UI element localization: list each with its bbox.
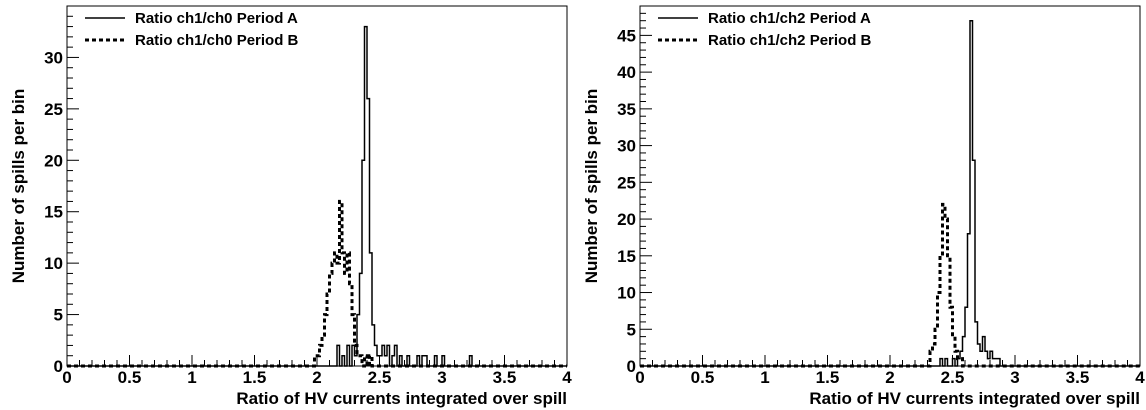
y-tick-label: 35: [617, 100, 636, 119]
y-tick-label: 20: [617, 210, 636, 229]
x-tick-label: 2: [885, 368, 894, 387]
x-tick-label: 3.5: [493, 368, 517, 387]
y-tick-label: 15: [617, 247, 636, 266]
plot-frame: [66, 5, 568, 367]
histogram-series-period-b: [640, 202, 1140, 368]
y-axis-title: Number of spills per bin: [582, 89, 601, 284]
legend-entry: Ratio ch1/ch2 Period A: [708, 10, 871, 27]
x-tick-label: 0.5: [118, 368, 142, 387]
y-tick-label: 45: [617, 26, 636, 45]
histogram-series-period-a: [640, 19, 1140, 367]
histogram-series-period-a: [67, 25, 567, 367]
x-tick-label: 2.5: [368, 368, 392, 387]
legend-entry: Ratio ch1/ch2 Period B: [708, 32, 872, 49]
legend-entry: Ratio ch1/ch0 Period B: [135, 32, 299, 49]
x-tick-label: 4: [1135, 368, 1145, 387]
legend-entry: Ratio ch1/ch0 Period A: [135, 10, 298, 27]
y-tick-label: 5: [54, 306, 63, 325]
x-tick-label: 3: [1010, 368, 1019, 387]
y-tick-label: 15: [44, 203, 63, 222]
y-tick-label: 25: [44, 100, 63, 119]
y-tick-label: 10: [617, 284, 636, 303]
x-tick-label: 1.5: [243, 368, 267, 387]
y-tick-label: 10: [44, 254, 63, 273]
y-tick-label: 0: [627, 357, 636, 376]
x-axis-title: Ratio of HV currents integrated over spi…: [236, 389, 567, 408]
x-tick-label: 1: [760, 368, 769, 387]
histogram-series-period-b: [67, 199, 567, 368]
y-tick-label: 40: [617, 63, 636, 82]
chart-panel-left: 0 0.5 1 1.5 2 2.5 3 3.5 4 0 5 10 15 20 25 30 Ratio of HV…: [9, 5, 572, 408]
x-tick-label: 0: [635, 368, 644, 387]
x-tick-label: 2: [312, 368, 321, 387]
plot-frame: [639, 5, 1141, 367]
y-tick-label: 5: [627, 320, 636, 339]
x-axis-title: Ratio of HV currents integrated over spi…: [809, 389, 1140, 408]
y-tick-label: 30: [44, 48, 63, 67]
y-tick-label: 20: [44, 151, 63, 170]
x-tick-label: 1: [187, 368, 196, 387]
x-tick-label: 2.5: [941, 368, 965, 387]
y-tick-label: 25: [617, 173, 636, 192]
x-tick-label: 3: [437, 368, 446, 387]
x-tick-label: 0: [62, 368, 71, 387]
x-tick-label: 0.5: [691, 368, 715, 387]
x-tick-label: 3.5: [1066, 368, 1090, 387]
y-tick-label: 0: [54, 357, 63, 376]
y-tick-label: 30: [617, 137, 636, 156]
y-axis-title: Number of spills per bin: [9, 89, 28, 284]
x-tick-label: 1.5: [816, 368, 840, 387]
x-tick-label: 4: [562, 368, 572, 387]
chart-panel-right: 0 0.5 1 1.5 2 2.5 3 3.5 4051015202530354045Ratio…: [582, 5, 1145, 408]
